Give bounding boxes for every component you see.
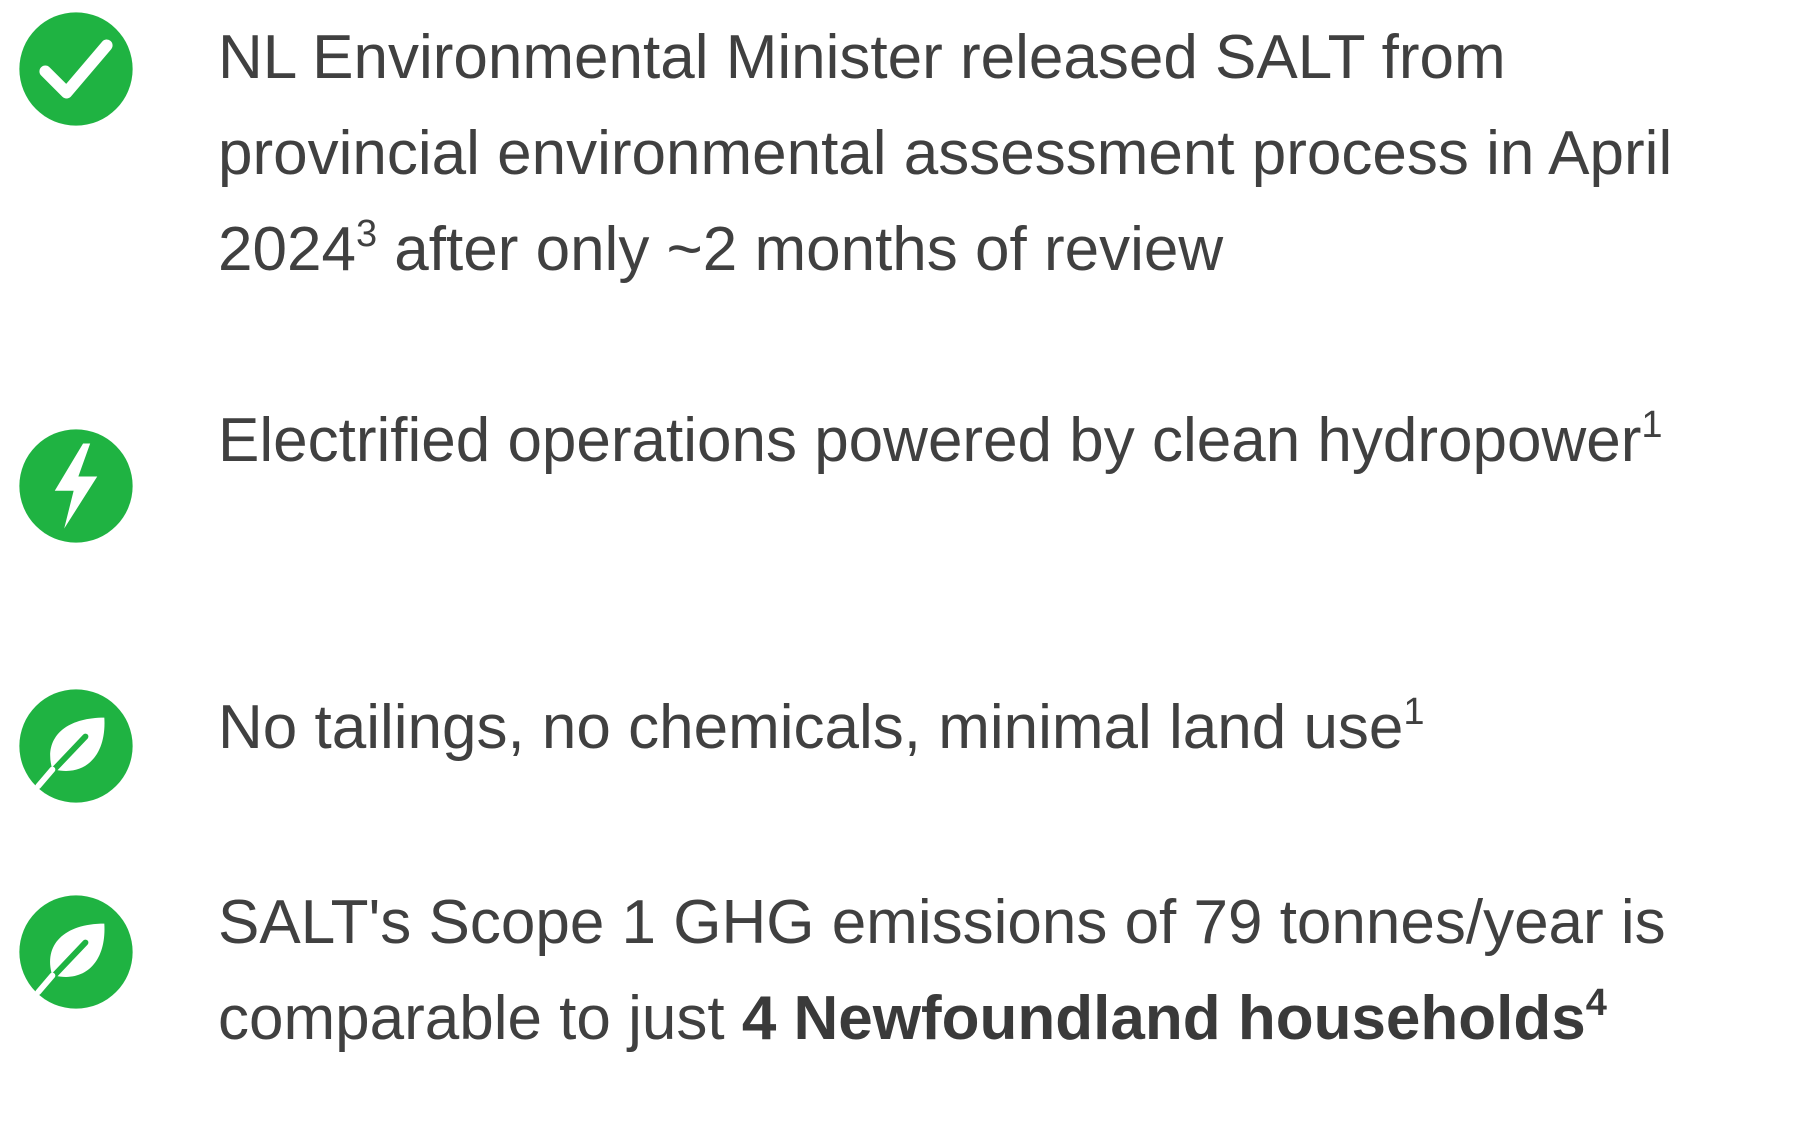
item-text: NL Environmental Minister released SALT … <box>218 10 1778 298</box>
item-text: Electrified operations powered by clean … <box>218 393 1778 489</box>
bold: 4 <box>1586 984 1607 1053</box>
text-part: 4 <box>1585 982 1607 1024</box>
text-part: 1 <box>1403 691 1425 733</box>
item-text: No tailings, no chemicals, minimal land … <box>218 680 1778 776</box>
text-part: Electrified operations powered by clean … <box>218 406 1642 475</box>
text-part: SALT's Scope 1 GHG emissions of 79 tonne… <box>218 888 1666 1053</box>
text-part: after only ~2 months of review <box>377 215 1224 284</box>
item-text: SALT's Scope 1 GHG emissions of 79 tonne… <box>218 875 1778 1067</box>
leaf-icon <box>19 895 133 1009</box>
text-part: No tailings, no chemicals, minimal land … <box>218 693 1404 762</box>
text-part: 4 Newfoundland households <box>741 984 1586 1053</box>
lightning-icon <box>19 429 133 543</box>
check-icon <box>19 12 133 126</box>
text-part: NL Environmental Minister released SALT … <box>218 23 1673 284</box>
text-part: 3 <box>355 213 378 255</box>
text-part: 1 <box>1641 404 1663 446</box>
leaf-icon <box>19 689 133 803</box>
